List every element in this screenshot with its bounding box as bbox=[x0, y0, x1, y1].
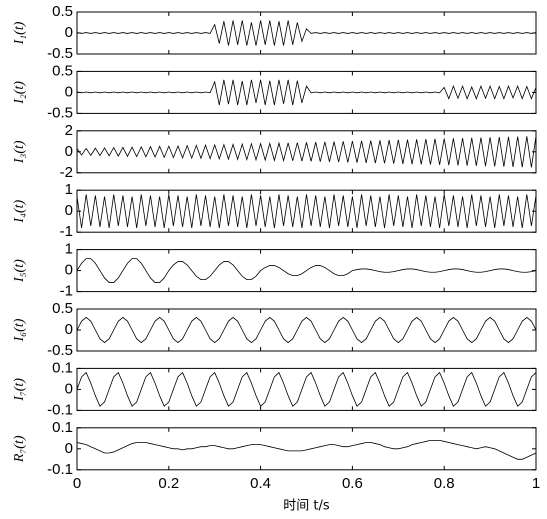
panel-frame bbox=[76, 427, 537, 471]
y-tick-label: -1 bbox=[60, 283, 73, 300]
y-axis-label: I₇(t) bbox=[12, 378, 27, 402]
y-tick-label: -0.5 bbox=[47, 45, 73, 62]
y-tick-label: 0 bbox=[65, 262, 73, 279]
y-tick-label: 0.1 bbox=[52, 359, 73, 376]
y-tick-label: 0 bbox=[65, 321, 73, 338]
y-tick-label: 0 bbox=[65, 440, 73, 457]
x-axis-label: 时间 t/s bbox=[283, 498, 330, 513]
panel-frame bbox=[76, 367, 537, 411]
panel-frame bbox=[76, 130, 537, 174]
signal-line bbox=[76, 79, 537, 106]
signal-line bbox=[76, 135, 537, 168]
signal-line bbox=[76, 258, 537, 283]
y-tick-label: 2 bbox=[65, 122, 73, 139]
signal-line bbox=[76, 371, 537, 407]
y-axis-label: I₂(t) bbox=[12, 81, 27, 105]
y-tick-label: 0 bbox=[65, 143, 73, 160]
y-tick-label: 1 bbox=[65, 241, 73, 258]
y-tick-label: 0.5 bbox=[52, 62, 73, 79]
y-tick-label: 0.5 bbox=[52, 3, 73, 20]
panel-frame bbox=[76, 308, 537, 352]
y-tick-label: 0 bbox=[65, 202, 73, 219]
signal-line bbox=[76, 316, 537, 344]
y-axis-label: I₃(t) bbox=[12, 140, 27, 164]
panel-frame bbox=[76, 11, 537, 55]
y-tick-label: -2 bbox=[60, 164, 73, 181]
y-tick-label: -0.1 bbox=[47, 401, 73, 418]
y-tick-label: 1 bbox=[65, 181, 73, 198]
y-tick-label: 0 bbox=[65, 83, 73, 100]
signal-line bbox=[76, 440, 537, 460]
y-tick-label: 0 bbox=[65, 24, 73, 41]
y-tick-label: 0 bbox=[65, 380, 73, 397]
y-axis-label: I₄(t) bbox=[12, 199, 27, 223]
y-tick-label: -0.5 bbox=[47, 342, 73, 359]
signal-line bbox=[76, 20, 537, 46]
x-tick-label: 0.8 bbox=[434, 475, 455, 492]
y-tick-label: 0.1 bbox=[52, 419, 73, 436]
y-axis-label: I₁(t) bbox=[12, 21, 27, 45]
y-axis-label: I₆(t) bbox=[12, 318, 27, 342]
y-axis-label: I₅(t) bbox=[12, 259, 27, 283]
x-tick-label: 1 bbox=[532, 475, 540, 492]
x-tick-label: 0.2 bbox=[158, 475, 179, 492]
x-tick-label: 0 bbox=[73, 475, 81, 492]
y-tick-label: 0.5 bbox=[52, 300, 73, 317]
y-axis-label: R₇(t) bbox=[12, 435, 27, 463]
y-tick-label: -1 bbox=[60, 223, 73, 240]
y-tick-label: -0.5 bbox=[47, 104, 73, 121]
x-tick-label: 0.4 bbox=[250, 475, 271, 492]
y-tick-label: -0.1 bbox=[47, 461, 73, 478]
panel-frame bbox=[76, 70, 537, 114]
signal-line bbox=[76, 194, 537, 229]
x-tick-label: 0.6 bbox=[342, 475, 363, 492]
